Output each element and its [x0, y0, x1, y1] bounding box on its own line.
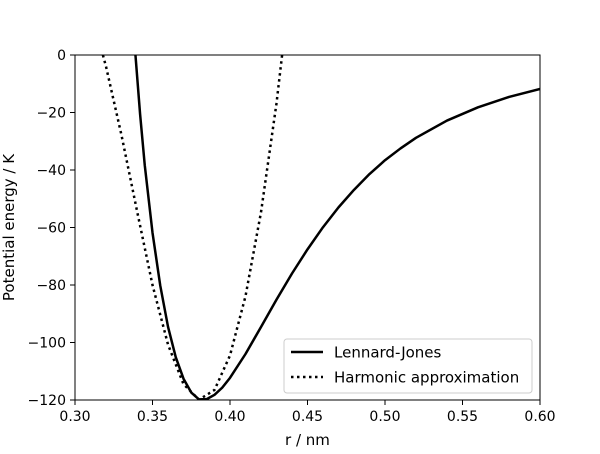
series-line-harmonic-approximation	[101, 55, 284, 400]
y-tick-label: −60	[36, 221, 66, 237]
legend-label-harmonic: Harmonic approximation	[334, 369, 519, 387]
y-tick-label: −40	[36, 163, 66, 179]
x-axis-label: r / nm	[285, 431, 330, 449]
x-tick-label: 0.30	[59, 409, 90, 425]
x-tick-label: 0.50	[369, 409, 400, 425]
y-tick-label: 0	[57, 48, 66, 64]
y-tick-label: −80	[36, 278, 66, 294]
x-tick-label: 0.40	[214, 409, 245, 425]
x-tick-label: 0.45	[292, 409, 323, 425]
x-tick-label: 0.35	[137, 409, 168, 425]
x-tick-label: 0.60	[524, 409, 555, 425]
legend-box	[283, 338, 533, 394]
x-tick-label: 0.55	[447, 409, 478, 425]
series-line-lennard-jones	[134, 55, 540, 400]
x-axis-ticks: 0.30 0.35 0.40 0.45 0.50 0.55 0.60	[59, 400, 556, 425]
y-axis-label: Potential energy / K	[0, 153, 18, 301]
y-tick-label: −120	[28, 393, 66, 409]
y-tick-label: −20	[36, 106, 66, 122]
legend-label-lennard-jones: Lennard-Jones	[334, 344, 442, 362]
legend: Lennard-Jones Harmonic approximation	[283, 338, 533, 394]
y-tick-label: −100	[28, 336, 66, 352]
y-axis-ticks: 0 −20 −40 −60 −80 −100 −120	[28, 48, 75, 409]
